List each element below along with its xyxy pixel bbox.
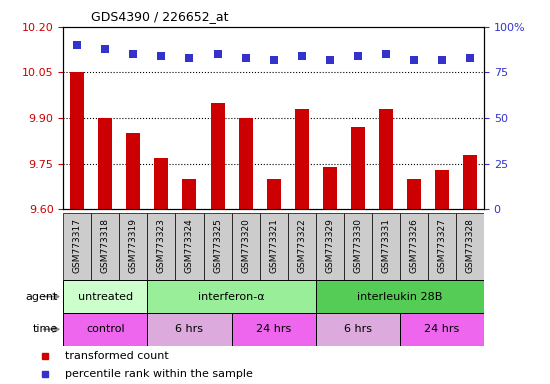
Text: GSM773327: GSM773327 — [437, 218, 447, 273]
Text: GSM773318: GSM773318 — [101, 218, 110, 273]
Bar — [400, 313, 484, 346]
Bar — [316, 313, 400, 346]
Bar — [91, 213, 119, 280]
Point — [382, 51, 390, 57]
Point — [129, 51, 138, 57]
Point — [465, 55, 474, 61]
Bar — [351, 127, 365, 209]
Bar — [267, 179, 280, 209]
Text: GSM773319: GSM773319 — [129, 218, 138, 273]
Bar — [147, 313, 232, 346]
Point — [438, 56, 447, 63]
Bar — [316, 280, 484, 313]
Bar — [183, 179, 196, 209]
Text: 24 hrs: 24 hrs — [424, 324, 460, 334]
Text: GSM773322: GSM773322 — [297, 218, 306, 273]
Text: 6 hrs: 6 hrs — [175, 324, 204, 334]
Bar — [260, 213, 288, 280]
Bar — [147, 213, 175, 280]
Point — [270, 56, 278, 63]
Text: GSM773329: GSM773329 — [325, 218, 334, 273]
Bar — [316, 213, 344, 280]
Text: control: control — [86, 324, 125, 334]
Bar — [63, 313, 147, 346]
Bar — [126, 133, 140, 209]
Text: GSM773317: GSM773317 — [73, 218, 82, 273]
Bar — [435, 170, 449, 209]
Text: 6 hrs: 6 hrs — [344, 324, 372, 334]
Point — [213, 51, 222, 57]
Bar — [155, 157, 168, 209]
Bar — [211, 103, 224, 209]
Point — [157, 53, 166, 59]
Bar — [63, 280, 147, 313]
Bar — [119, 213, 147, 280]
Bar — [344, 213, 372, 280]
Text: GSM773331: GSM773331 — [381, 218, 390, 273]
Text: GSM773330: GSM773330 — [353, 218, 362, 273]
Point — [353, 53, 362, 59]
Bar — [428, 213, 456, 280]
Bar — [407, 179, 421, 209]
Bar — [63, 213, 91, 280]
Text: interferon-α: interferon-α — [198, 291, 265, 302]
Bar — [372, 213, 400, 280]
Point — [73, 42, 82, 48]
Bar — [456, 213, 484, 280]
Point — [185, 55, 194, 61]
Text: transformed count: transformed count — [65, 351, 169, 361]
Bar — [323, 167, 337, 209]
Point — [297, 53, 306, 59]
Bar — [239, 118, 252, 209]
Text: GSM773326: GSM773326 — [409, 218, 419, 273]
Text: GSM773320: GSM773320 — [241, 218, 250, 273]
Bar — [232, 313, 316, 346]
Text: GSM773324: GSM773324 — [185, 218, 194, 273]
Bar — [70, 73, 84, 209]
Bar — [463, 155, 477, 209]
Point — [241, 55, 250, 61]
Bar — [288, 213, 316, 280]
Bar — [175, 213, 204, 280]
Bar — [400, 213, 428, 280]
Bar — [98, 118, 112, 209]
Text: time: time — [32, 324, 58, 334]
Text: 24 hrs: 24 hrs — [256, 324, 292, 334]
Bar — [232, 213, 260, 280]
Bar — [204, 213, 232, 280]
Text: GSM773321: GSM773321 — [269, 218, 278, 273]
Point — [409, 56, 418, 63]
Bar — [147, 280, 316, 313]
Text: GSM773328: GSM773328 — [465, 218, 475, 273]
Text: agent: agent — [25, 291, 58, 302]
Text: GSM773325: GSM773325 — [213, 218, 222, 273]
Point — [101, 46, 110, 52]
Bar — [295, 109, 309, 209]
Text: GSM773323: GSM773323 — [157, 218, 166, 273]
Text: percentile rank within the sample: percentile rank within the sample — [65, 369, 253, 379]
Text: untreated: untreated — [78, 291, 133, 302]
Point — [326, 56, 334, 63]
Text: interleukin 28B: interleukin 28B — [357, 291, 443, 302]
Text: GDS4390 / 226652_at: GDS4390 / 226652_at — [91, 10, 228, 23]
Bar — [379, 109, 393, 209]
